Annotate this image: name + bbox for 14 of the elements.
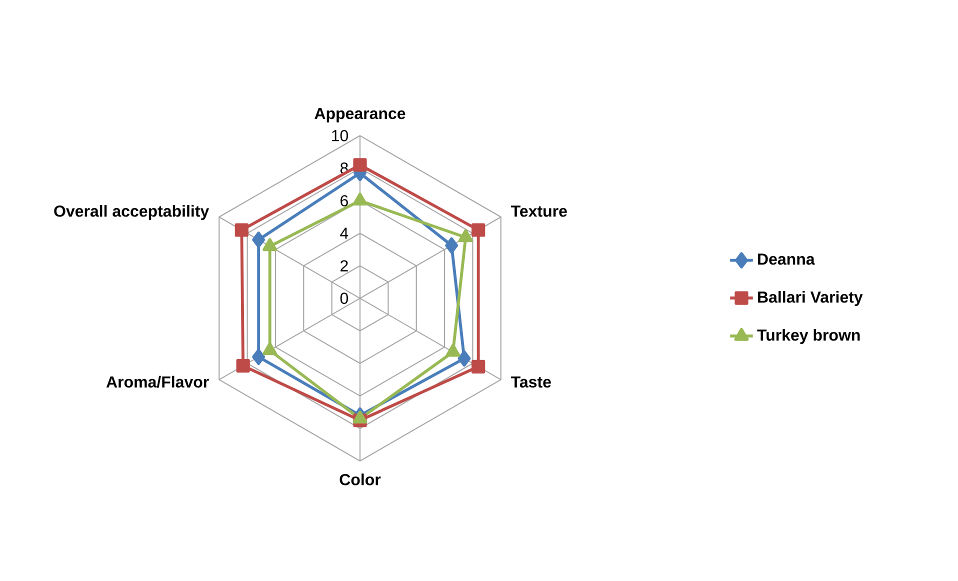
legend-label: Ballari Variety xyxy=(758,291,863,306)
spoke-label: Overall acceptability xyxy=(54,205,210,220)
spoke-label: Aroma/Flavor xyxy=(106,376,209,388)
y-tick-label: 4 xyxy=(340,228,348,239)
legend-label: Turkey brown xyxy=(757,329,860,344)
y-tick-label: 0 xyxy=(340,292,348,304)
spoke-label: Color xyxy=(340,474,381,486)
y-tick-label: 6 xyxy=(340,195,348,206)
y-tick-label: 2 xyxy=(340,260,348,272)
spoke-label: Texture xyxy=(511,206,567,217)
spoke-label: Appearance xyxy=(314,108,406,122)
spoke-label: Taste xyxy=(511,376,551,388)
y-tick-label: 10 xyxy=(332,130,348,142)
legend-label: Deanna xyxy=(758,254,815,265)
